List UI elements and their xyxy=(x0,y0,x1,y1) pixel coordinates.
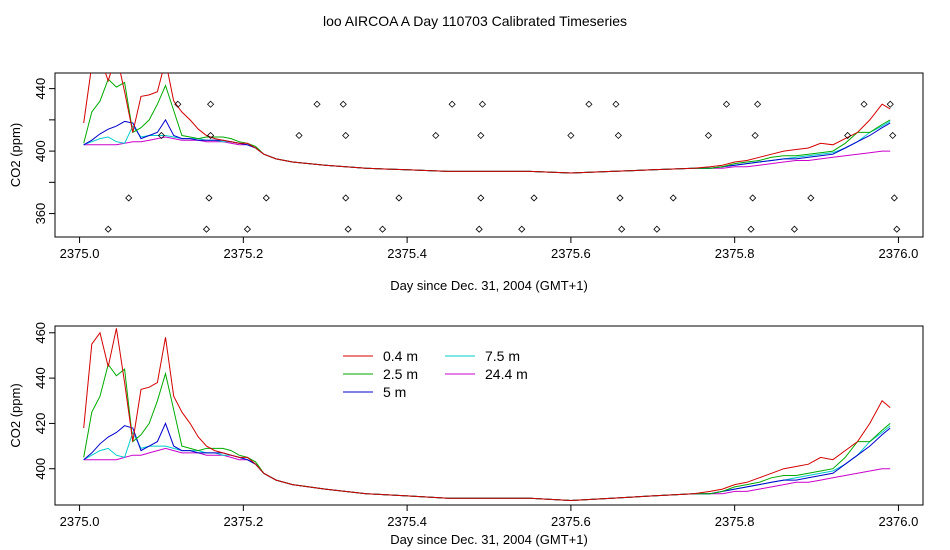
y-tick-label: 420 xyxy=(33,413,48,435)
scatter-point xyxy=(207,100,215,108)
series-line xyxy=(83,363,891,502)
scatter-point xyxy=(889,131,897,140)
scatter-point xyxy=(125,194,133,202)
y-tick-label: 400 xyxy=(33,458,48,480)
scatter-point xyxy=(747,225,755,233)
scatter-point xyxy=(205,194,213,202)
scatter-point xyxy=(378,225,387,233)
scatter-point xyxy=(477,131,485,140)
x-tick-label: 2375.0 xyxy=(60,514,100,529)
scatter-point xyxy=(890,194,898,202)
scatter-point xyxy=(612,100,620,108)
scatter-point xyxy=(157,131,166,140)
x-tick-label: 2375.8 xyxy=(715,246,755,261)
scatter-point xyxy=(530,194,538,202)
series-line xyxy=(83,425,891,502)
x-tick-label: 2375.2 xyxy=(223,514,263,529)
scatter-point xyxy=(618,225,626,233)
figure-title: loo AIRCOA A Day 110703 Calibrated Times… xyxy=(323,13,627,29)
scatter-point xyxy=(477,194,485,202)
scatter-point xyxy=(295,131,303,140)
x-tick-label: 2375.6 xyxy=(551,514,591,529)
scatter-point xyxy=(448,100,456,108)
bottom-chart-panel: 2375.0 2375.2 2375.4 2375.6 2375.8 2376.0 400 4… xyxy=(8,322,924,547)
scatter-point xyxy=(104,225,112,233)
plot-frame xyxy=(54,72,924,238)
x-tick-label: 2375.4 xyxy=(387,246,427,261)
scatter-point xyxy=(342,194,350,202)
x-tick-label: 2376.0 xyxy=(879,246,919,261)
x-axis-label: Day since Dec. 31, 2004 (GMT+1) xyxy=(390,532,588,547)
y-axis-label: CO2 (ppm) xyxy=(8,383,23,447)
y-tick-label: 440 xyxy=(33,78,48,100)
scatter-point xyxy=(669,194,677,202)
legend-label: 5 m xyxy=(383,384,406,400)
legend-label: 2.5 m xyxy=(383,366,418,382)
scatter-point xyxy=(207,131,215,140)
x-tick-label: 2375.2 xyxy=(223,246,263,261)
scatter-point xyxy=(893,225,901,233)
scatter-point xyxy=(722,100,731,108)
y-tick-label: 440 xyxy=(33,367,48,389)
scatter-point xyxy=(243,225,251,233)
plot-area xyxy=(83,328,891,502)
series-line xyxy=(83,118,891,174)
scatter-point xyxy=(567,131,575,140)
scatter-point xyxy=(202,225,211,233)
y-tick-label: 360 xyxy=(33,203,48,225)
scatter-point xyxy=(844,131,852,140)
scatter-point xyxy=(518,225,526,233)
x-tick-label: 2375.8 xyxy=(715,514,755,529)
scatter-point xyxy=(344,225,352,233)
scatter-point xyxy=(653,225,661,233)
top-chart-panel: 2375.0 2375.2 2375.4 2375.6 2375.8 2376.0 360 4… xyxy=(8,72,924,293)
scatter-point xyxy=(339,100,347,108)
scatter-point xyxy=(807,194,815,202)
y-tick-label: 400 xyxy=(33,140,48,162)
plot-frame xyxy=(54,325,924,506)
y-axis-label: CO2 (ppm) xyxy=(8,123,23,187)
scatter-point xyxy=(754,100,762,108)
series-line xyxy=(83,73,891,174)
scatter-point xyxy=(616,194,624,202)
x-tick-label: 2376.0 xyxy=(879,514,919,529)
legend-label: 7.5 m xyxy=(485,348,520,364)
series-line xyxy=(83,78,891,174)
scatter-point xyxy=(790,225,799,233)
scatter-point xyxy=(432,131,440,140)
x-tick-label: 2375.6 xyxy=(551,246,591,261)
scatter-point xyxy=(860,100,868,108)
series-line xyxy=(83,120,891,174)
scatter-point xyxy=(313,100,321,108)
scatter-point xyxy=(585,100,593,108)
y-tick-label: 460 xyxy=(33,322,48,344)
scatter-point xyxy=(174,100,182,108)
scatter-point xyxy=(751,131,759,140)
x-tick-label: 2375.4 xyxy=(387,514,427,529)
legend-label: 0.4 m xyxy=(383,348,418,364)
scatter-point xyxy=(395,194,403,202)
scatter-point xyxy=(262,194,270,202)
scatter-point xyxy=(704,131,713,140)
scatter-point xyxy=(342,131,350,140)
scatter-point xyxy=(475,225,483,233)
series-line xyxy=(83,328,891,502)
series-line xyxy=(83,422,891,502)
scatter-point xyxy=(749,194,757,202)
scatter-point xyxy=(614,131,622,140)
scatter-point xyxy=(478,100,487,108)
x-tick-label: 2375.0 xyxy=(60,246,100,261)
scatter-point xyxy=(886,100,894,108)
legend-label: 24.4 m xyxy=(485,366,528,382)
plot-area xyxy=(83,73,901,233)
x-axis-label: Day since Dec. 31, 2004 (GMT+1) xyxy=(390,278,588,293)
